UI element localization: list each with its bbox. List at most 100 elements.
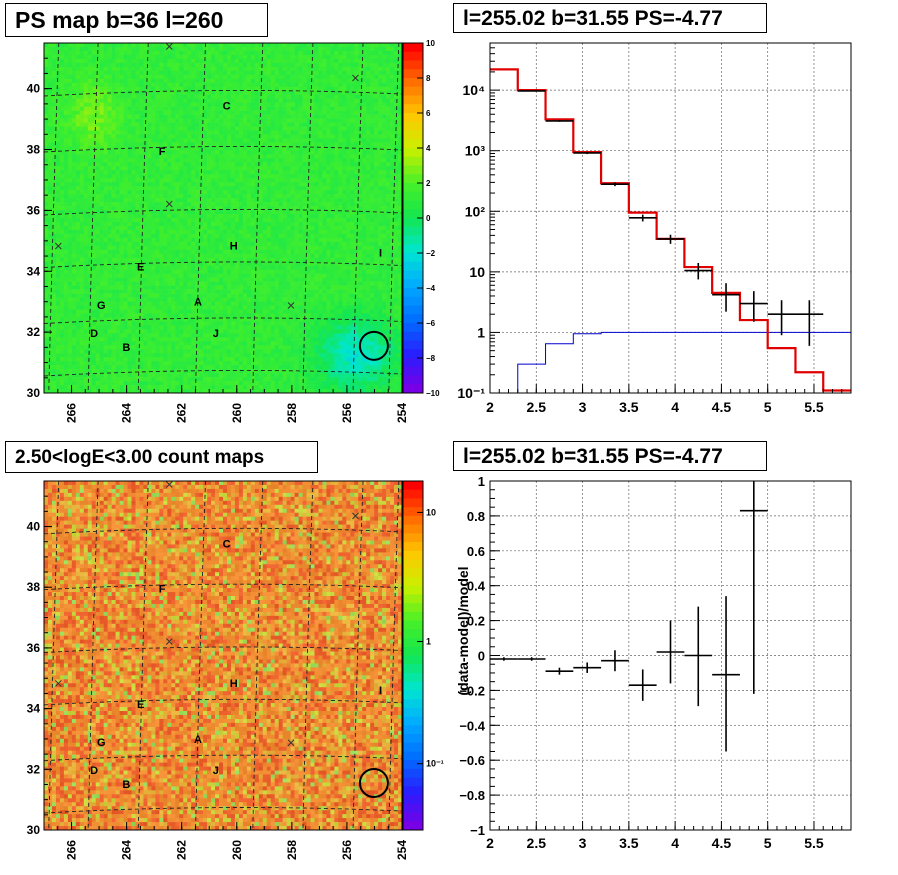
x-tick-label: 4	[671, 835, 679, 851]
x-marker	[54, 680, 62, 687]
x-tick-label: 5.5	[804, 399, 824, 415]
x-marker	[165, 43, 173, 50]
source-label-a: A	[194, 734, 202, 746]
source-label-f: F	[159, 146, 166, 158]
residual-data-point	[490, 657, 518, 661]
y-tick-label: −0.6	[459, 753, 485, 768]
y-tick-label: 40	[27, 520, 41, 534]
colorbar-tick-label: −6	[426, 319, 436, 328]
source-label-e: E	[137, 262, 144, 274]
x-tick-label: 2	[486, 399, 494, 415]
x-tick-label: 266	[65, 840, 79, 860]
spectrum-data-point	[712, 283, 740, 312]
x-marker	[287, 302, 295, 309]
y-tick-label: −0.2	[459, 683, 485, 698]
x-tick-label: 254	[395, 840, 409, 860]
residual-data-point	[601, 650, 629, 672]
colorbar-tick-label: 10	[426, 39, 435, 48]
colorbar-tick-label: 10⁻¹	[426, 759, 444, 769]
y-tick-label: 0.4	[467, 579, 486, 594]
x-tick-label: 5	[764, 835, 772, 851]
y-tick-label: −0.8	[459, 788, 485, 803]
source-label-g: G	[97, 300, 106, 312]
y-tick-label: 32	[27, 325, 41, 339]
x-marker	[352, 512, 359, 520]
spectrum-data-point	[767, 300, 796, 336]
x-tick-label: 258	[285, 403, 299, 423]
x-tick-label: 2.5	[527, 835, 547, 851]
x-tick-label: 4	[671, 399, 679, 415]
residual-y-axis-label: (data-model)/model	[455, 566, 471, 695]
residual-data-point	[712, 596, 740, 752]
source-label-b: B	[122, 342, 130, 354]
x-tick-label: 258	[285, 840, 299, 860]
y-tick-label: 34	[27, 264, 41, 278]
residual-title: l=255.02 b=31.55 PS=-4.77	[453, 441, 767, 471]
source-label-i: I	[379, 248, 382, 260]
x-tick-label: 3	[579, 399, 587, 415]
x-tick-label: 262	[175, 840, 189, 860]
y-tick-label: 30	[27, 386, 41, 400]
y-tick-label: 32	[27, 762, 41, 776]
y-tick-label: 0.2	[467, 614, 485, 629]
x-tick-label: 5.5	[804, 835, 824, 851]
y-tick-label: 10²	[465, 203, 486, 219]
residual-data-point	[628, 669, 657, 701]
source-label-a: A	[194, 297, 202, 309]
colorbar-tick-label: 1	[426, 637, 431, 647]
x-tick-label: 2.5	[527, 399, 547, 415]
spectrum-data-point	[739, 291, 768, 322]
source-label-i: I	[379, 685, 382, 697]
residual-data-point	[739, 481, 768, 694]
y-tick-label: 10⁴	[463, 82, 486, 98]
x-marker	[165, 638, 173, 645]
colorbar-tick-label: 2	[426, 179, 431, 188]
y-tick-label: 0.8	[467, 509, 485, 524]
y-tick-label: 34	[27, 702, 41, 716]
residual-data-point	[517, 657, 546, 661]
colorbar-tick-label: 0	[426, 214, 431, 223]
y-tick-label: 38	[27, 143, 41, 157]
x-tick-label: 256	[340, 840, 354, 860]
y-tick-label: 10	[469, 264, 485, 280]
spectrum-data-point	[628, 214, 657, 222]
y-tick-label: 10⁻¹	[457, 385, 485, 401]
ps-coord-grid	[43, 42, 403, 394]
colorbar-tick-label: −10	[426, 389, 440, 398]
spectrum-grid	[489, 43, 851, 394]
spectrum-data-point	[517, 90, 546, 92]
x-marker	[165, 200, 173, 208]
spectrum-data-point	[684, 263, 713, 280]
spectrum-frame	[489, 42, 852, 394]
count-colorbar	[403, 481, 423, 831]
x-marker	[54, 242, 62, 250]
colorbar-tick-label: −2	[426, 249, 436, 258]
source-label-g: G	[97, 737, 106, 749]
source-label-j: J	[213, 328, 219, 340]
count-map-title: 2.50<logE<3.00 count maps	[5, 441, 318, 473]
x-tick-label: 4.5	[712, 835, 732, 851]
source-label-f: F	[159, 584, 166, 596]
x-tick-label: 5	[764, 399, 772, 415]
x-tick-label: 254	[395, 403, 409, 423]
residual-grid	[489, 480, 851, 831]
source-circle-marker	[358, 330, 389, 361]
source-circle-marker	[358, 767, 389, 798]
source-label-c: C	[223, 101, 231, 113]
residual-data-point	[656, 620, 685, 684]
source-label-d: D	[90, 328, 98, 340]
x-tick-label: 2	[486, 835, 494, 851]
spectrum-data-point	[656, 234, 685, 244]
residual-data-point	[573, 662, 602, 673]
source-label-c: C	[223, 538, 231, 550]
source-label-h: H	[230, 678, 238, 690]
y-tick-label: 30	[27, 823, 41, 837]
colorbar-tick-label: −4	[426, 284, 436, 293]
x-marker	[165, 481, 173, 488]
colorbar-tick-label: 6	[426, 109, 431, 118]
source-label-e: E	[137, 699, 144, 711]
spectrum-data-point	[573, 151, 602, 155]
x-tick-label: 4.5	[712, 399, 732, 415]
x-tick-label: 3.5	[619, 835, 639, 851]
x-tick-label: 264	[120, 403, 134, 423]
